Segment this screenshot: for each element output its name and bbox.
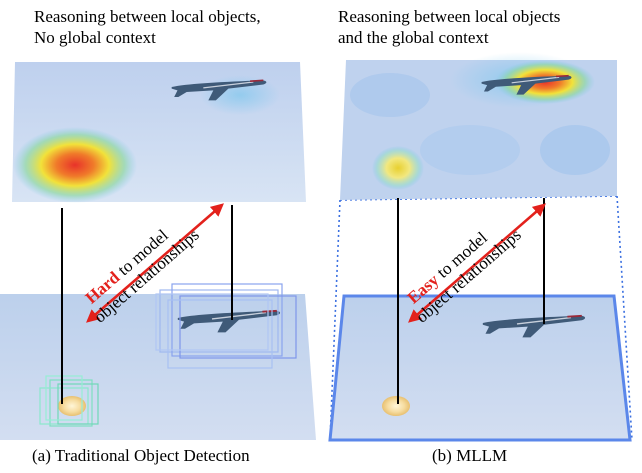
panel-b-guide-line <box>616 195 633 441</box>
moon-object <box>58 396 86 416</box>
panel-a-top-heatmap <box>12 62 306 203</box>
panel-b-guide-line <box>329 199 341 441</box>
panel-a-header: Reasoning between local objects, No glob… <box>34 6 334 48</box>
panel-b-caption: (b) MLLM <box>432 446 508 465</box>
panel-a-bottom-image <box>0 294 316 440</box>
panel-a-header-line1: Reasoning between local objects, <box>34 7 261 26</box>
panel-b-diagram: Easy to model object relationships <box>328 52 633 442</box>
moon-object <box>382 396 410 416</box>
panel-a-header-line2: No global context <box>34 28 156 47</box>
panel-b-bottom-image <box>328 294 632 442</box>
panel-a-caption: (a) Traditional Object Detection <box>32 446 250 465</box>
panel-b-header-line2: and the global context <box>338 28 489 47</box>
panel-b-header: Reasoning between local objects and the … <box>338 6 638 48</box>
detection-box <box>179 295 297 359</box>
panel-b-top-heatmap <box>340 52 617 200</box>
panel-b-double-arrow <box>408 203 546 323</box>
panel-a-diagram: Hard to model object relationships <box>0 62 316 440</box>
panel-b-header-line1: Reasoning between local objects <box>338 7 561 26</box>
detection-box <box>49 379 93 427</box>
detection-box <box>57 383 99 425</box>
detection-box <box>45 375 83 421</box>
panel-a-double-arrow <box>86 203 224 323</box>
